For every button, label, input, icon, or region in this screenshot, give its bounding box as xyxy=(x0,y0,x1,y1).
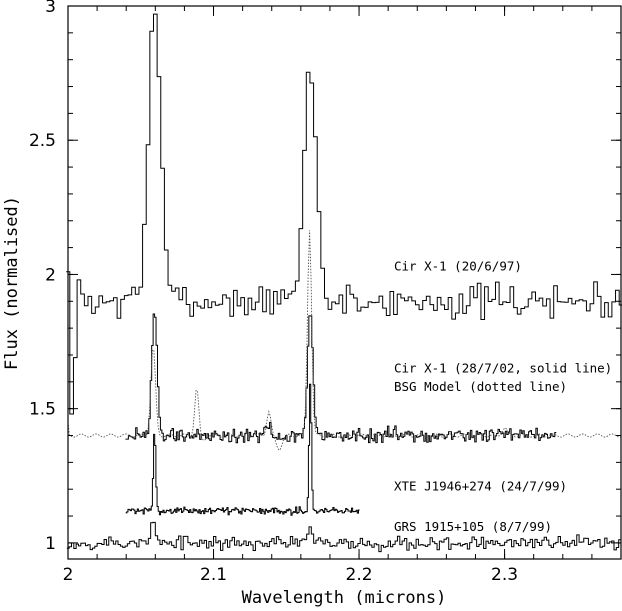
axis-ticks xyxy=(67,5,622,559)
series-annotation: BSG Model (dotted line) xyxy=(394,379,567,394)
spectrum-series-0 xyxy=(66,13,622,415)
x-tick-label: 2.2 xyxy=(346,565,373,585)
x-tick-label: 2 xyxy=(63,565,74,585)
spectrum-series-1 xyxy=(125,313,557,444)
x-axis-label: Wavelength (microns) xyxy=(242,588,447,608)
spectrum-series-4 xyxy=(66,521,621,553)
y-tick-label: 1.5 xyxy=(29,400,56,420)
x-tick-label: 2.1 xyxy=(200,565,227,585)
series-annotation: Cir X-1 (20/6/97) xyxy=(394,258,522,273)
x-tick-label: 2.3 xyxy=(491,565,518,585)
plot-area xyxy=(66,13,622,553)
spectrum-series-2 xyxy=(67,230,622,451)
y-tick-label: 2.5 xyxy=(29,131,56,151)
y-tick-label: 1 xyxy=(45,534,56,554)
tick-labels: 2 2.1 2.2 2.3 1 1.5 2 2.5 3 xyxy=(29,0,518,585)
y-tick-label: 3 xyxy=(45,0,56,17)
series-annotation: XTE J1946+274 (24/7/99) xyxy=(394,479,567,494)
y-axis-label: Flux (normalised) xyxy=(2,196,22,370)
plot-frame xyxy=(67,5,622,560)
y-tick-label: 2 xyxy=(45,265,56,285)
series-annotation: Cir X-1 (28/7/02, solid line) xyxy=(394,360,612,375)
series-annotation: GRS 1915+105 (8/7/99) xyxy=(394,519,552,534)
spectrum-series-3 xyxy=(125,383,360,516)
annotations: Cir X-1 (20/6/97) Cir X-1 (28/7/02, solid… xyxy=(394,258,612,533)
